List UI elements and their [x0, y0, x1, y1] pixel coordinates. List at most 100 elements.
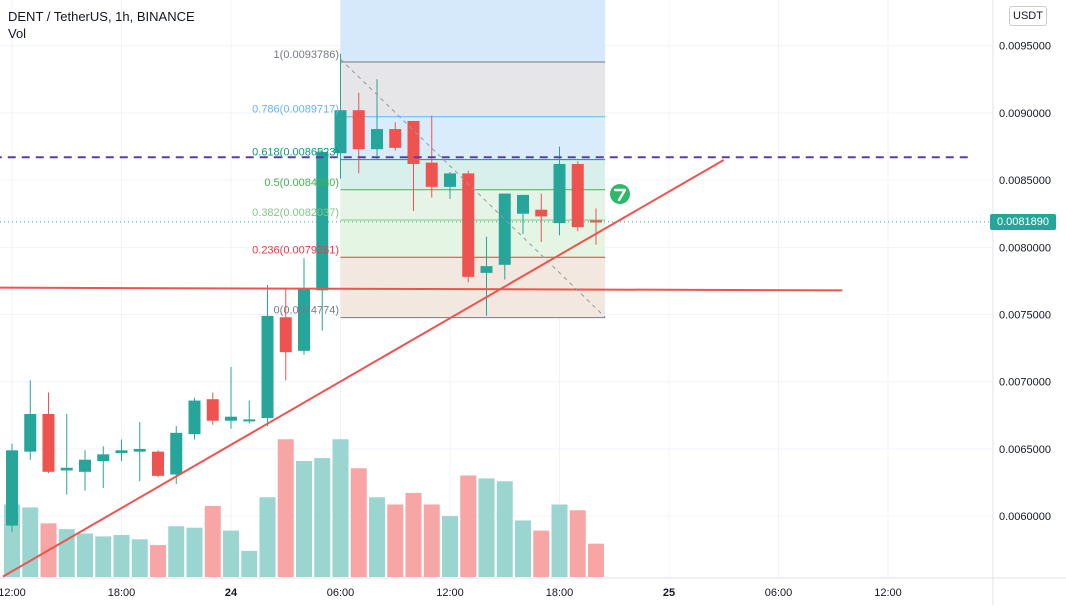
volume-bar	[22, 507, 39, 577]
volume-bar	[515, 520, 531, 577]
candle-body	[553, 163, 566, 224]
volume-bar	[223, 530, 239, 577]
idea-marker[interactable]	[610, 184, 630, 204]
idea-marker-glyph	[613, 188, 627, 202]
volume-bar	[387, 504, 404, 577]
candle-body	[225, 416, 237, 421]
volume-bar	[350, 468, 367, 577]
price-tick-label: 0.0080000	[999, 242, 1051, 254]
volume-bar	[168, 526, 185, 577]
volume-bar	[259, 497, 276, 577]
volume-bar	[186, 527, 203, 577]
volume-label: Vol	[8, 26, 27, 41]
candle-body	[188, 400, 201, 435]
volume-bar	[496, 481, 513, 577]
candle-body	[42, 414, 55, 472]
fib-level-label: 0.5(0.0084280)	[264, 177, 339, 189]
fib-diagonal-line	[340, 58, 606, 318]
price-tick-label: 0.0085000	[999, 175, 1051, 187]
candle-body	[371, 129, 383, 150]
volume-bar	[314, 458, 331, 577]
volume-bar	[296, 461, 312, 577]
horizontal-support-line	[0, 286, 843, 292]
price-tick-label: 0.0070000	[999, 377, 1051, 389]
candle-body	[24, 414, 37, 452]
candle-body	[444, 173, 456, 187]
candle-body	[152, 451, 164, 476]
volume-bar	[241, 550, 258, 577]
fib-level-label: 1(0.0093786)	[274, 49, 339, 61]
volume-bar	[551, 504, 568, 577]
candle-body	[6, 450, 18, 526]
time-tick-label: 25	[663, 587, 675, 599]
last-price-badge: 0.0081890	[990, 214, 1056, 230]
time-tick-label: 06:00	[327, 587, 355, 599]
candles	[6, 53, 602, 533]
candle-body	[352, 110, 365, 150]
time-tick-label: 12:00	[0, 587, 26, 599]
candle-body	[535, 209, 548, 217]
candle-body	[389, 129, 402, 148]
idea-marker-icon	[610, 184, 630, 204]
time-tick-label: 06:00	[765, 587, 793, 599]
candle-body	[261, 315, 274, 419]
volume-bar	[95, 536, 112, 577]
currency-button[interactable]: USDT	[1009, 6, 1047, 26]
volume-bar	[423, 504, 440, 577]
fib-zone	[340, 116, 606, 160]
price-tick-label: 0.0095000	[999, 41, 1051, 53]
fib-level-label: 0.786(0.0089717)	[252, 104, 339, 116]
candle-body	[480, 266, 493, 273]
candle-body	[498, 193, 511, 265]
fib-labels: 1(0.0093786) 0.786(0.0089717) 0.618(0.0086…	[252, 49, 339, 317]
fib-zone	[340, 0, 606, 63]
price-tick-label: 0.0075000	[999, 310, 1051, 322]
volume-bar	[405, 492, 422, 577]
price-tick-label: 0.0060000	[999, 511, 1051, 523]
time-tick-label: 24	[225, 587, 238, 599]
fib-level-label: 0.236(0.0079261)	[252, 244, 339, 256]
candle-body	[425, 162, 438, 187]
symbol-title[interactable]: DENT / TetherUS, 1h, BINANCE	[8, 9, 195, 24]
volume-bar	[478, 478, 495, 577]
candle-body	[571, 163, 584, 228]
drawn-lines[interactable]	[0, 58, 993, 578]
volume-bar	[277, 439, 294, 577]
candle-body	[462, 173, 475, 277]
price-tick-label: 0.0090000	[999, 108, 1051, 120]
volume-bar	[113, 534, 130, 577]
volume-bar	[131, 539, 148, 577]
volume-bars	[4, 439, 604, 577]
candle-body	[334, 110, 347, 154]
candle-body	[60, 467, 73, 471]
candle-body	[279, 317, 292, 353]
time-tick-label: 12:00	[436, 587, 464, 599]
volume-bar	[332, 439, 349, 577]
candle-body	[170, 432, 183, 475]
candle-body	[133, 448, 146, 452]
candle-body	[97, 454, 110, 462]
candle-body	[243, 419, 256, 422]
price-axis[interactable]: 0.0095000 0.0090000 0.0085000 0.0080000 0.00…	[992, 0, 1051, 605]
volume-bar	[204, 505, 221, 577]
fib-zone	[340, 62, 606, 117]
fib-level-label: 0.382(0.0082037)	[252, 207, 339, 219]
time-tick-label: 12:00	[874, 587, 902, 599]
fib-level-label: 0.618(0.0086523)	[252, 147, 339, 159]
volume-bar	[77, 533, 93, 577]
volume-bar	[369, 497, 385, 577]
price-tick-label: 0.0065000	[999, 444, 1051, 456]
time-axis[interactable]: 12:00 18:00 24 06:00 12:00 18:00 25 06:00 12:00	[0, 577, 1066, 599]
volume-bar	[460, 475, 477, 577]
uptrend-line	[2, 159, 725, 578]
candle-body	[407, 120, 420, 164]
time-tick-label: 18:00	[546, 587, 574, 599]
candle-body	[79, 459, 91, 472]
volume-bar	[150, 545, 166, 577]
candle-body	[517, 194, 529, 214]
volume-bar	[588, 543, 604, 577]
volume-bar	[533, 530, 550, 577]
candle-body	[298, 289, 310, 351]
